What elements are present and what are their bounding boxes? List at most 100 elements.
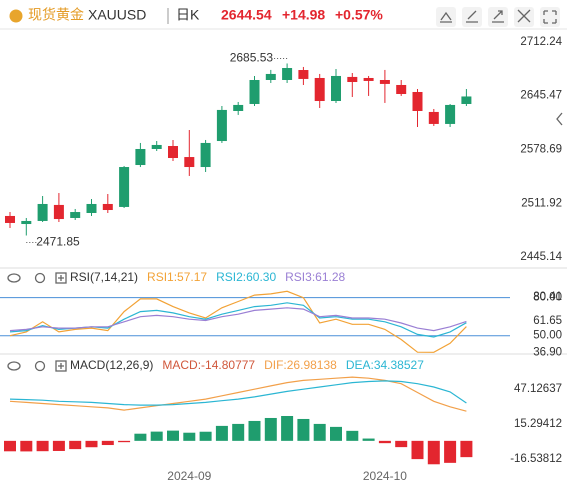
tool-button[interactable]	[540, 7, 560, 27]
candle-body	[233, 104, 244, 111]
macd-bar	[248, 420, 261, 441]
macd-bar	[215, 425, 228, 441]
candle-body	[200, 142, 211, 168]
macd-controls	[7, 360, 67, 372]
tool-button[interactable]	[462, 7, 482, 27]
macd-bar	[411, 440, 424, 460]
candle-body	[363, 77, 374, 81]
low-label: 2471.85	[36, 235, 80, 249]
macd-bar	[52, 440, 65, 451]
candle-body	[314, 77, 325, 102]
macd-bar	[444, 440, 457, 463]
rsi-controls	[7, 272, 67, 284]
settings-icon[interactable]	[34, 272, 46, 284]
expand-icon[interactable]	[55, 360, 67, 372]
y-tick-label: 50.00	[533, 330, 562, 342]
tool-button[interactable]	[514, 7, 534, 27]
macd-bar	[330, 426, 342, 441]
candle-body	[5, 215, 15, 223]
legend-entry: RSI1:57.17	[147, 270, 207, 284]
y-tick-label: 15.29412	[514, 418, 562, 430]
x-tick-label: 2024-10	[363, 469, 407, 483]
x-tick-label: 2024-09	[167, 469, 211, 483]
legend-entry: RSI3:61.28	[285, 270, 345, 284]
last-price: 2644.54	[221, 7, 272, 23]
candle-body	[379, 79, 390, 84]
expand-icon[interactable]	[55, 272, 67, 284]
macd-bar	[69, 440, 82, 450]
y-tick-label: 2578.69	[520, 144, 562, 156]
rsi-line	[9, 307, 467, 332]
macd-bar	[85, 440, 98, 448]
eye-icon[interactable]	[7, 273, 21, 283]
macd-line	[9, 380, 467, 406]
macd-bar	[150, 431, 163, 441]
candle-body	[445, 104, 456, 124]
macd-bar	[167, 430, 179, 441]
legend-entry: DEA:34.38527	[346, 358, 424, 372]
period[interactable]: 日K	[176, 7, 200, 23]
candle-body	[119, 167, 130, 207]
tool-icon	[517, 9, 531, 23]
macd-bar	[36, 440, 49, 452]
symbol-code: XAUUSD	[88, 7, 146, 23]
macd-bar	[4, 440, 16, 452]
candle-body	[135, 148, 146, 166]
collapse-arrow[interactable]	[556, 112, 563, 126]
candle-body	[282, 67, 293, 80]
macd-bar	[427, 440, 440, 465]
y-tick-label: -16.53812	[510, 453, 562, 465]
candle-body	[151, 144, 162, 149]
y-tick-label: 36.90	[533, 346, 562, 358]
high-label: 2685.53	[230, 51, 274, 65]
gold-icon	[9, 9, 23, 23]
y-tick-label: 2511.92	[521, 197, 562, 209]
tool-button[interactable]	[436, 7, 456, 27]
candle-body	[396, 84, 407, 95]
y-tick-label: 2645.47	[520, 90, 562, 102]
tool-icon	[492, 10, 504, 23]
y-tick-label: 2445.14	[520, 251, 562, 263]
macd-bar	[346, 430, 359, 441]
candle-body	[331, 75, 341, 102]
candle-body	[461, 96, 472, 104]
macd-bar	[183, 432, 196, 441]
tool-icon	[440, 11, 452, 23]
eye-icon[interactable]	[7, 361, 21, 371]
macd-bar	[378, 440, 391, 444]
candle-body	[347, 76, 358, 83]
macd-bar	[281, 415, 294, 441]
candle-body	[249, 79, 260, 104]
macd-bar	[395, 440, 408, 448]
candle-body	[184, 157, 195, 168]
candle-body	[102, 203, 113, 211]
toolbar	[436, 7, 560, 27]
settings-icon[interactable]	[34, 360, 46, 372]
price-change: +14.98	[282, 7, 325, 23]
candle-body	[412, 91, 423, 111]
legend-entry: MACD:-14.80777	[162, 358, 255, 372]
y-tick-label: 47.12637	[514, 383, 562, 395]
candle-body	[216, 109, 227, 142]
y-tick-label: 80.41	[533, 291, 562, 303]
macd-bar	[264, 417, 277, 441]
macd-bar	[460, 440, 473, 458]
macd-bar	[313, 423, 326, 441]
macd-bar	[134, 433, 147, 441]
expand-plus	[58, 363, 64, 369]
y-tick-label: 80.00	[533, 292, 562, 304]
candle-body	[53, 204, 64, 220]
candle-body	[21, 220, 32, 225]
candle-body	[37, 203, 48, 221]
tool-icon	[543, 10, 557, 24]
tool-button[interactable]	[488, 7, 508, 27]
y-tick-label: 61.65	[533, 315, 562, 327]
legend-entry: RSI2:60.30	[216, 270, 276, 284]
macd-bar	[101, 440, 114, 446]
macd-bar	[362, 438, 375, 441]
indicator-title: RSI(7,14,21)	[70, 270, 138, 284]
macd-bar	[232, 423, 245, 441]
macd-bar	[199, 431, 212, 441]
tool-icon	[466, 10, 478, 23]
